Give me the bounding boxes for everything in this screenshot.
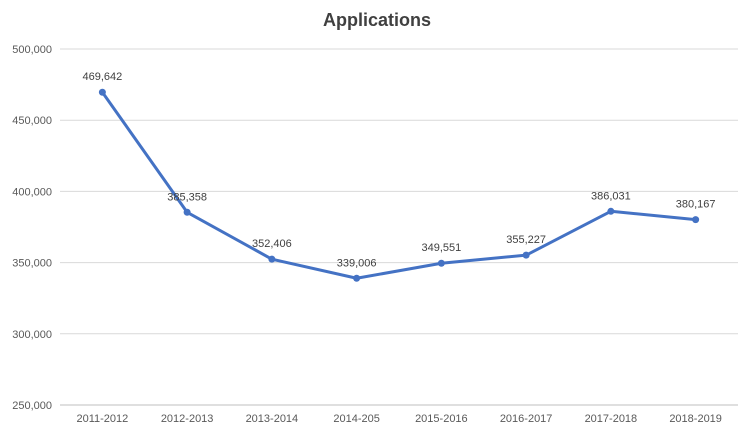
x-tick-label: 2018-2019 bbox=[669, 413, 722, 425]
data-label: 339,006 bbox=[337, 257, 377, 269]
y-tick-label: 300,000 bbox=[12, 329, 52, 341]
data-point bbox=[353, 274, 361, 282]
data-label: 469,642 bbox=[82, 71, 122, 83]
x-tick-label: 2015-2016 bbox=[415, 413, 468, 425]
data-label: 385,358 bbox=[167, 191, 207, 203]
x-tick-label: 2012-2013 bbox=[161, 413, 214, 425]
y-tick-label: 350,000 bbox=[12, 258, 52, 270]
data-label: 352,406 bbox=[252, 238, 292, 250]
data-point bbox=[692, 216, 700, 224]
data-point bbox=[98, 88, 106, 96]
y-tick-label: 400,000 bbox=[12, 186, 52, 198]
data-label: 380,167 bbox=[676, 199, 716, 211]
data-point bbox=[437, 259, 445, 267]
x-tick-label: 2011-2012 bbox=[76, 413, 128, 425]
y-tick-label: 450,000 bbox=[12, 115, 52, 127]
x-tick-label: 2016-2017 bbox=[500, 413, 553, 425]
y-tick-label: 250,000 bbox=[12, 400, 52, 412]
series-line bbox=[101, 91, 696, 280]
data-point bbox=[607, 207, 615, 215]
data-label: 355,227 bbox=[506, 234, 546, 246]
x-tick-label: 2017-2018 bbox=[585, 413, 638, 425]
data-point bbox=[183, 208, 191, 216]
data-point bbox=[522, 251, 530, 259]
data-point bbox=[268, 255, 276, 263]
data-label: 386,031 bbox=[591, 190, 631, 202]
y-tick-label: 500,000 bbox=[12, 44, 52, 56]
x-tick-label: 2014-205 bbox=[333, 413, 380, 425]
chart-title: Applications bbox=[322, 10, 431, 30]
x-tick-label: 2013-2014 bbox=[246, 413, 299, 425]
data-label: 349,551 bbox=[421, 242, 461, 254]
